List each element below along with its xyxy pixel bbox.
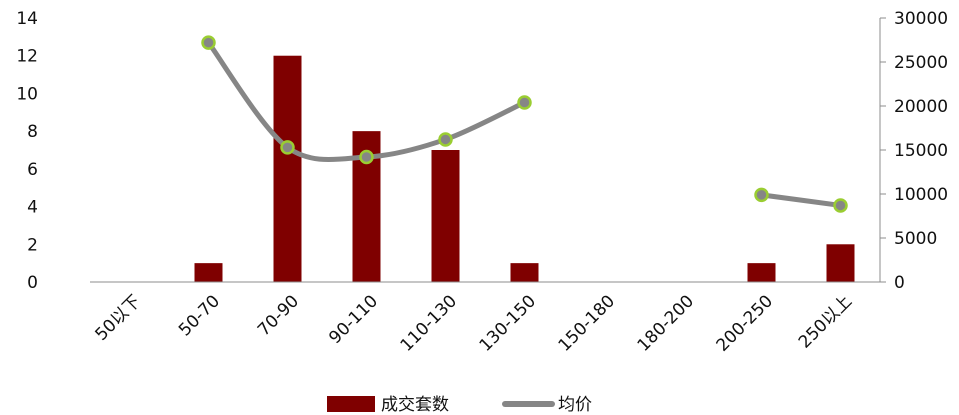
line-point-200-250 <box>754 187 769 203</box>
left-y-tick-label: 14 <box>16 9 38 29</box>
left-y-tick-label: 6 <box>27 160 38 180</box>
left-y-tick-label: 8 <box>27 122 38 142</box>
legend: 成交套数 均价 <box>327 395 592 415</box>
bar-130-150 <box>510 263 539 282</box>
line-point-110-130 <box>438 132 453 147</box>
bar-250以上 <box>826 244 855 282</box>
line-point-250以上 <box>833 198 848 213</box>
left-y-tick-label: 12 <box>16 47 38 67</box>
bar-200-250 <box>747 263 776 282</box>
right-y-tick-label: 5000 <box>894 229 937 249</box>
bar-50-70 <box>194 263 223 282</box>
line-series <box>201 35 848 213</box>
x-category-label: 130-150 <box>476 291 540 355</box>
x-axis: 50以下 50-70 70-90 90-110 110-130 130-150 150-18… <box>90 281 880 356</box>
line-point-50-70 <box>201 35 216 50</box>
left-y-tick-label: 2 <box>27 235 38 255</box>
right-y-tick-label: 20000 <box>894 97 948 117</box>
line-segment <box>759 192 843 208</box>
line-point-70-90 <box>280 140 295 155</box>
legend-bar-swatch <box>327 396 375 412</box>
x-category-label: 50以下 <box>92 291 145 344</box>
x-category-label: 250以上 <box>795 291 856 352</box>
bar-70-90 <box>273 55 302 282</box>
right-y-tick-label: 15000 <box>894 141 948 161</box>
x-category-label: 90-110 <box>325 291 382 348</box>
x-category-label: 50-70 <box>175 291 224 340</box>
legend-bar-label: 成交套数 <box>381 395 449 415</box>
right-y-tick-label: 30000 <box>894 9 948 29</box>
left-y-axis: 0 2 4 6 8 10 12 14 <box>16 9 38 293</box>
left-y-tick-label: 0 <box>27 273 38 293</box>
line-point-90-110 <box>359 149 374 165</box>
left-y-tick-label: 4 <box>27 198 38 218</box>
bar-series <box>194 55 855 282</box>
right-y-tick-label: 0 <box>894 273 905 293</box>
x-category-label: 110-130 <box>397 291 461 355</box>
right-y-tick-label: 25000 <box>894 53 948 73</box>
legend-line-label: 均价 <box>558 395 592 415</box>
right-y-tick-label: 10000 <box>894 185 948 205</box>
line-point-130-150 <box>517 95 532 110</box>
x-category-label: 70-90 <box>254 291 303 340</box>
right-y-axis: 0 5000 10000 15000 20000 25000 30000 <box>879 9 948 293</box>
x-category-label: 150-180 <box>555 291 619 355</box>
x-category-label: 180-200 <box>634 291 698 355</box>
x-category-label: 200-250 <box>713 291 777 355</box>
bar-110-130 <box>431 150 460 282</box>
left-y-tick-label: 10 <box>16 84 38 104</box>
